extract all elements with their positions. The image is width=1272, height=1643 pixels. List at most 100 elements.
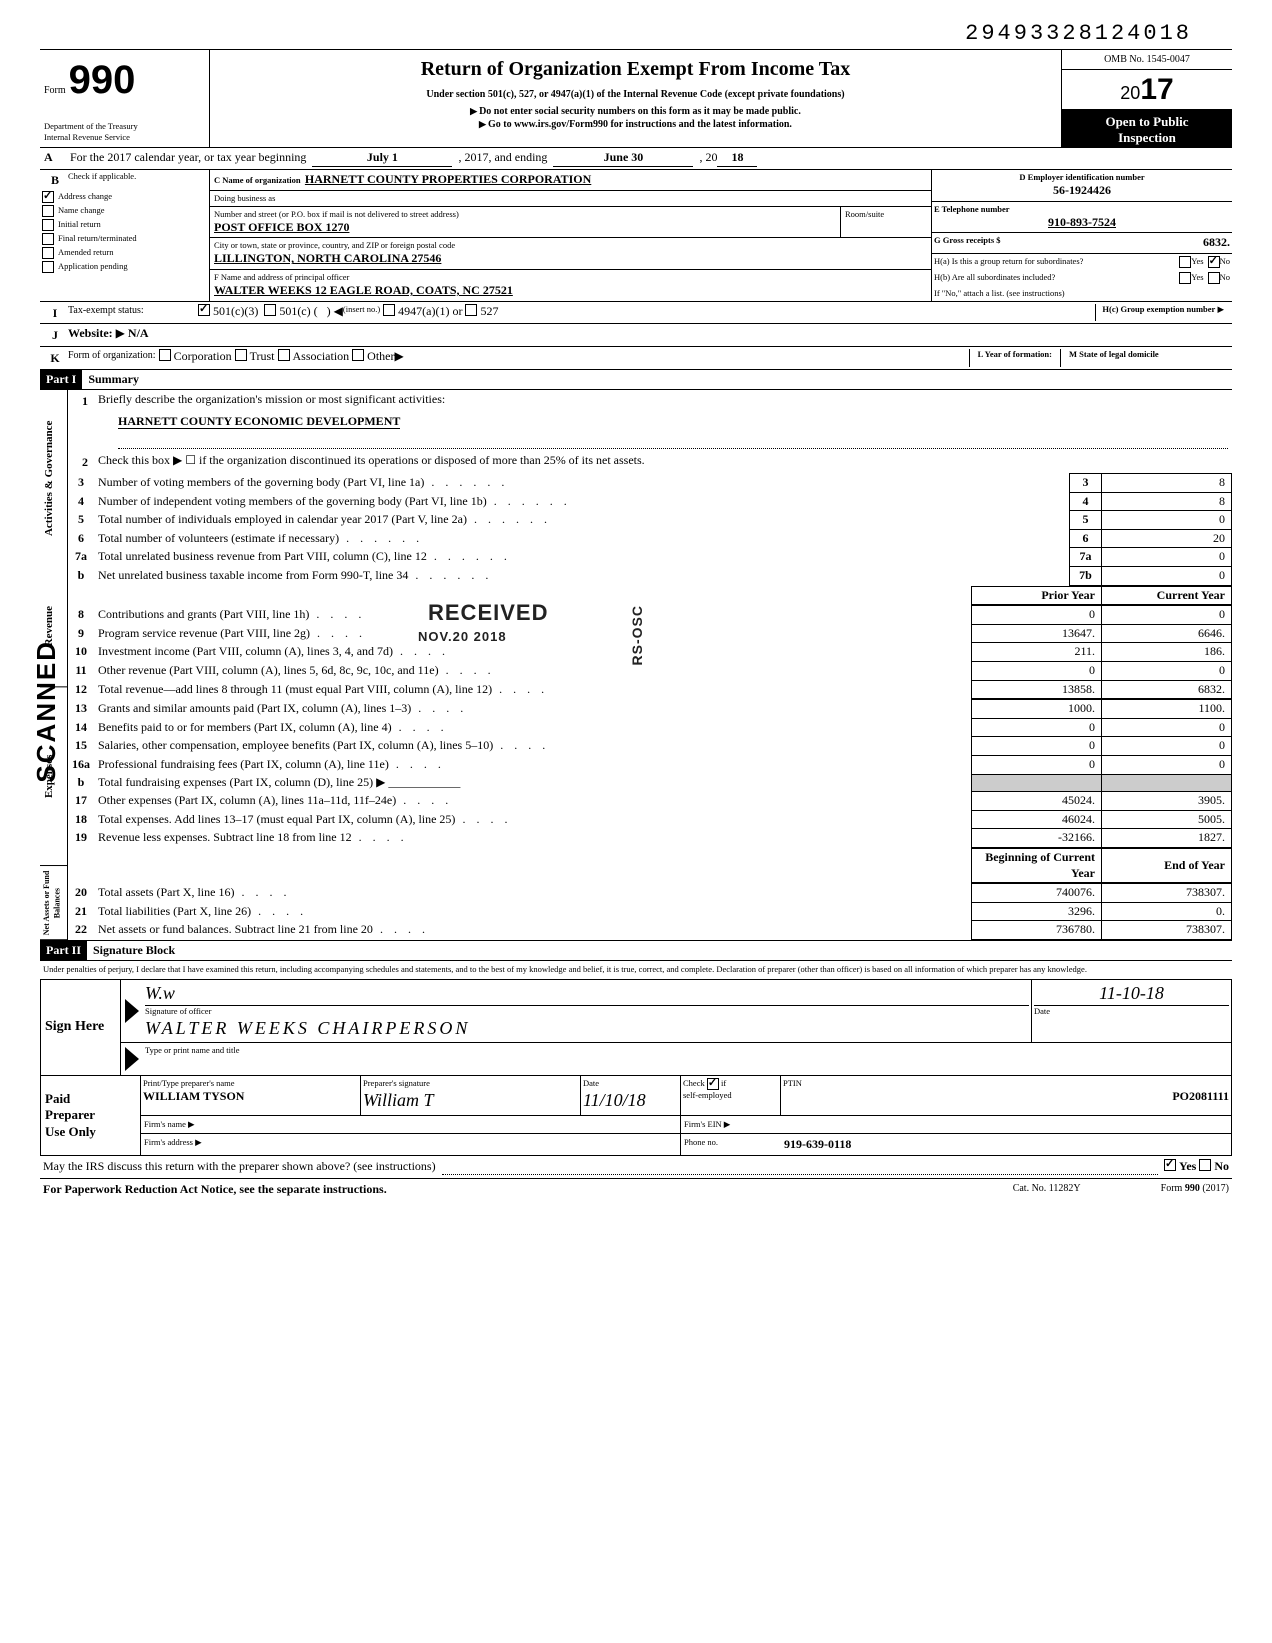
hb-yes-checkbox[interactable] [1179,272,1191,284]
other-checkbox[interactable] [352,349,364,361]
ptin-value: PO2081111 [783,1089,1229,1105]
discuss-lbl: May the IRS discuss this return with the… [43,1159,436,1175]
ha-yes-checkbox[interactable] [1179,256,1191,268]
website-value: N/A [128,326,149,344]
corp-checkbox[interactable] [159,349,171,361]
applicable-label: Name change [58,205,105,216]
state-domicile-lbl: M State of legal domicile [1069,349,1159,359]
checkbox-row: Amended return [40,246,209,260]
ein-value: 56-1924426 [934,183,1230,199]
instructions-link: Go to www.irs.gov/Form990 for instructio… [220,118,1051,131]
checkbox-row: Initial return [40,218,209,232]
year-formation-lbl: L Year of formation: [978,349,1052,359]
applicable-checkbox[interactable] [42,191,54,203]
prior-year-hdr: Prior Year [972,586,1102,605]
officer-name-addr: WALTER WEEKS 12 EAGLE ROAD, COATS, NC 27… [214,283,927,299]
table-row: 21 Total liabilities (Part X, line 26) .… [68,902,1232,921]
self-employed-checkbox[interactable] [707,1078,719,1090]
table-row: 13 Grants and similar amounts paid (Part… [68,700,1232,719]
table-row: 8 Contributions and grants (Part VIII, l… [68,606,1232,625]
tax-year: 20201717 [1062,70,1232,110]
entity-block: BCheck if applicable. Address change Nam… [40,170,1232,302]
prep-name-lbl: Print/Type preparer's name [143,1078,358,1089]
sign-here-lbl: Sign Here [41,980,121,1076]
trust-checkbox[interactable] [235,349,247,361]
table-row: 9 Program service revenue (Part VIII, li… [68,624,1232,643]
line-j: J Website: ▶ N/A [40,324,1232,347]
ptin-lbl: PTIN [783,1078,1229,1089]
hb-no-checkbox[interactable] [1208,272,1220,284]
table-row: b Total fundraising expenses (Part IX, c… [68,774,1232,792]
phone-lbl: Phone no. [681,1134,781,1156]
governance-table: 3 Number of voting members of the govern… [68,473,1232,586]
501c3-checkbox[interactable] [198,304,210,316]
discontinued-lbl: Check this box ▶ ☐ if the organization d… [98,453,645,471]
applicable-checkbox[interactable] [42,205,54,217]
table-row: 16a Professional fundraising fees (Part … [68,755,1232,774]
dba-lbl: Doing business as [214,193,275,204]
hb-note: If "No," attach a list. (see instruction… [932,286,1232,301]
section-governance: Activities & Governance [40,390,67,567]
dln-number: 29493328124018 [40,20,1232,49]
open-public: Open to Public Inspection [1062,110,1232,148]
table-row: 14 Benefits paid to or for members (Part… [68,718,1232,737]
table-row: 19 Revenue less expenses. Subtract line … [68,829,1232,848]
table-row: 18 Total expenses. Add lines 13–17 (must… [68,810,1232,829]
applicable-checkbox[interactable] [42,247,54,259]
paid-preparer-block: PaidPreparerUse Only Print/Type preparer… [40,1076,1232,1156]
revenue-table: 8 Contributions and grants (Part VIII, l… [68,605,1232,699]
part-i-header: Part I Summary [40,370,1232,391]
checkbox-row: Final return/terminated [40,232,209,246]
part-ii-header: Part II Signature Block [40,940,1232,962]
applicable-checkbox[interactable] [42,261,54,273]
table-row: 10 Investment income (Part VIII, column … [68,643,1232,662]
ein-lbl: D Employer identification number [934,172,1230,183]
line-k: K Form of organization: Corporation Trus… [40,347,1232,370]
table-row: 4 Number of independent voting members o… [68,492,1232,511]
prep-signature[interactable]: William T [363,1089,578,1112]
sign-here-block: Sign Here W.w Signature of officer WALTE… [40,979,1232,1077]
assoc-checkbox[interactable] [278,349,290,361]
applicable-label: Application pending [58,261,128,272]
officer-name-printed: WALTER WEEKS CHAIRPERSON [145,1017,1029,1040]
form-footer: Form 990 (2017) [1161,1182,1229,1198]
4947-checkbox[interactable] [383,304,395,316]
gross-receipts: 6832. [1001,235,1231,251]
sig-officer-lbl: Signature of officer [145,1005,1029,1017]
paid-preparer-lbl: PaidPreparerUse Only [41,1076,141,1155]
line-a-tax-year: A For the 2017 calendar year, or tax yea… [40,148,1232,170]
officer-signature[interactable]: W.w [145,982,1029,1005]
applicable-label: Initial return [58,219,101,230]
hc-lbl: H(c) Group exemption number [1102,304,1215,314]
ha-no-checkbox[interactable] [1208,256,1220,268]
applicable-checkbox[interactable] [42,219,54,231]
perjury-statement: Under penalties of perjury, I declare th… [40,961,1232,978]
gross-lbl: G Gross receipts $ [934,235,1001,251]
room-lbl: Room/suite [841,207,931,238]
discuss-no-checkbox[interactable] [1199,1159,1211,1171]
527-checkbox[interactable] [465,304,477,316]
form-subtitle: Under section 501(c), 527, or 4947(a)(1)… [220,88,1051,101]
current-year-hdr: Current Year [1102,586,1232,605]
form-number: 990 [69,58,136,102]
city-lbl: City or town, state or province, country… [214,240,927,251]
applicable-checkbox[interactable] [42,233,54,245]
check-applicable-lbl: Check if applicable. [68,171,136,189]
discuss-yes-checkbox[interactable] [1164,1159,1176,1171]
applicable-label: Amended return [58,247,113,258]
expenses-table: 13 Grants and similar amounts paid (Part… [68,699,1232,848]
501c-other-checkbox[interactable] [264,304,276,316]
prep-name: WILLIAM TYSON [143,1089,358,1105]
checkbox-row: Address change [40,190,209,204]
applicable-label: Address change [58,191,112,202]
table-row: 3 Number of voting members of the govern… [68,474,1232,493]
checkbox-row: Name change [40,204,209,218]
form-title: Return of Organization Exempt From Incom… [220,56,1051,82]
addr-lbl: Number and street (or P.O. box if mail i… [214,209,836,220]
table-row: 22 Net assets or fund balances. Subtract… [68,921,1232,940]
form-header: Form 990 Department of the Treasury Inte… [40,49,1232,149]
firm-ein-lbl: Firm's EIN [684,1119,722,1129]
table-row: 15 Salaries, other compensation, employe… [68,737,1232,756]
checkbox-row: Application pending [40,260,209,274]
prep-sig-lbl: Preparer's signature [363,1078,578,1089]
